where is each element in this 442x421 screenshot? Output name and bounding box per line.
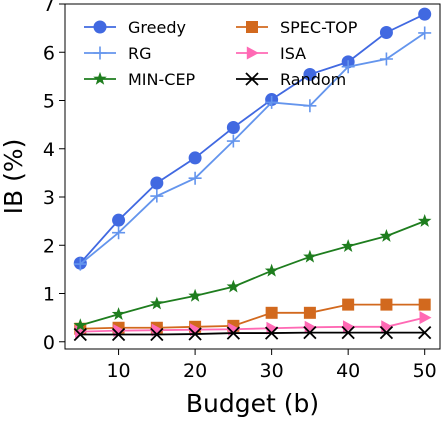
legend-label: ISA <box>280 44 306 63</box>
data-point-min-cep <box>73 318 88 332</box>
data-point-greedy <box>188 151 202 165</box>
series-line-greedy <box>79 13 426 264</box>
data-point-rg <box>379 52 393 66</box>
data-point-spec-top <box>265 306 278 319</box>
legend-swatch-marker <box>93 46 107 60</box>
data-point-random <box>188 327 202 341</box>
data-point-min-cep <box>264 263 279 277</box>
x-axis-label: Budget (b) <box>186 389 319 418</box>
series-rg <box>73 26 432 271</box>
y-tick-label: 5 <box>43 91 55 113</box>
y-axis-label: IB (%) <box>0 139 28 215</box>
data-point-random <box>341 325 355 340</box>
legend-label: MIN-CEP <box>128 70 196 89</box>
data-point-rg <box>303 99 317 113</box>
data-point-random <box>226 326 241 340</box>
data-point-rg <box>226 134 240 148</box>
data-point-spec-top <box>418 298 431 311</box>
data-point-rg <box>341 60 355 74</box>
data-point-greedy <box>226 121 240 135</box>
data-point-min-cep <box>417 213 432 227</box>
data-point-rg <box>265 95 279 109</box>
data-point-min-cep <box>188 288 202 302</box>
series-line-spec-top <box>80 303 425 330</box>
legend: Greedy SPEC-TOP RG ISA MIN-CEP Random <box>84 18 358 89</box>
legend-swatch-marker <box>246 21 258 33</box>
y-tick-label: 0 <box>43 332 55 354</box>
data-point-greedy <box>112 213 126 227</box>
series-greedy <box>73 7 432 270</box>
data-point-rg <box>188 171 202 185</box>
x-tick-label: 50 <box>413 360 437 382</box>
y-tick-label: 1 <box>43 284 55 306</box>
x-tick-label: 30 <box>260 360 284 382</box>
series-random <box>73 325 432 342</box>
x-tick-label: 20 <box>183 360 207 382</box>
data-point-greedy <box>418 7 432 21</box>
data-point-random <box>379 325 394 340</box>
y-tick-label: 6 <box>43 42 55 64</box>
legend-entry-spec-top: SPEC-TOP <box>236 18 358 37</box>
data-point-greedy <box>150 176 164 190</box>
x-tick-label: 40 <box>336 360 360 382</box>
y-tick-label: 7 <box>43 0 55 16</box>
legend-entry-random: Random <box>236 70 346 89</box>
series-line-isa <box>80 316 425 333</box>
legend-swatch-marker <box>93 20 107 34</box>
x-tick-label: 10 <box>106 360 130 382</box>
data-point-spec-top <box>380 298 393 311</box>
data-point-greedy <box>303 67 317 81</box>
data-point-random <box>150 327 164 342</box>
legend-entry-rg: RG <box>84 44 152 63</box>
data-point-rg <box>73 257 87 271</box>
data-point-min-cep <box>303 249 317 263</box>
data-point-min-cep <box>150 296 164 310</box>
data-point-rg <box>112 226 126 240</box>
legend-swatch-marker <box>93 71 107 85</box>
data-point-min-cep <box>341 239 355 253</box>
data-point-rg <box>418 26 432 40</box>
axes: 10 20 30 40 50 0 1 2 3 4 5 6 7 <box>43 0 441 382</box>
data-point-spec-top <box>303 306 316 319</box>
data-point-random <box>73 327 87 342</box>
y-tick-label: 2 <box>43 235 55 257</box>
legend-label: Greedy <box>128 18 186 37</box>
series-line-rg <box>79 32 426 265</box>
legend-swatch-marker <box>246 46 259 60</box>
data-point-min-cep <box>379 228 394 242</box>
legend-swatch-marker <box>245 72 259 86</box>
legend-entry-min-cep: MIN-CEP <box>84 70 196 89</box>
legend-label: SPEC-TOP <box>280 18 358 37</box>
data-point-random <box>303 325 317 340</box>
axes-frame <box>64 3 441 350</box>
legend-entry-greedy: Greedy <box>84 18 186 37</box>
plot-area <box>73 7 432 342</box>
data-point-random <box>418 325 432 340</box>
data-point-isa <box>419 311 432 325</box>
y-tick-label: 3 <box>43 187 55 209</box>
legend-entry-isa: ISA <box>236 44 306 63</box>
y-tick-label: 4 <box>43 139 55 161</box>
data-point-random <box>264 326 279 340</box>
series-line-random <box>80 331 425 336</box>
data-point-spec-top <box>342 298 355 311</box>
legend-label: Random <box>280 70 346 89</box>
series-min-cep <box>73 213 432 332</box>
data-point-greedy <box>379 25 393 39</box>
legend-label: RG <box>128 44 152 63</box>
series-line-min-cep <box>80 220 426 327</box>
data-point-min-cep <box>111 307 126 321</box>
data-point-rg <box>150 189 164 203</box>
data-point-min-cep <box>226 279 241 293</box>
data-point-random <box>111 327 126 342</box>
